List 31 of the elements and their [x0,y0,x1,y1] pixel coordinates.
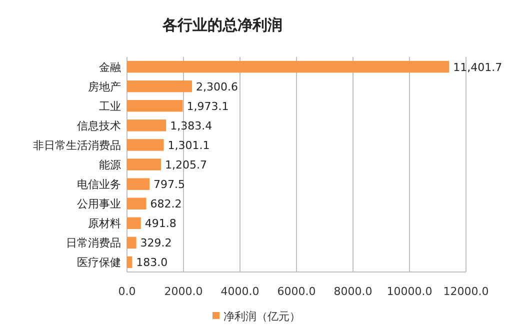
y-tick-label: 能源 [99,158,121,172]
y-tick-label: 工业 [99,100,121,113]
x-tick-label: 10000.0 [386,285,432,298]
text: 1,205.7 [165,158,208,172]
y-tick-label: 日常消费品 [66,236,121,250]
chart-title: 各行业的总净利润 [162,16,282,34]
y-tick-label: 房地产 [88,80,121,94]
text: 183.0 [136,256,168,270]
text: 1,973.1 [186,100,229,113]
y-tick-label: 医疗保健 [77,256,121,270]
text: 1,383.4 [170,119,212,132]
y-tick-label: 非日常生活消费品 [33,138,121,152]
x-tick-label: 4000.0 [220,285,260,298]
y-tick-label: 原材料 [88,217,121,230]
y-tick-label: 信息技术 [77,119,121,132]
text: 11,401.7 [453,60,502,74]
legend: 净利润（亿元） [212,310,300,323]
y-tick-label: 电信业务 [77,178,121,192]
text: 1,301.1 [168,138,210,152]
text: 491.8 [144,217,176,230]
y-tick-label: 金融 [99,60,121,74]
text: 2,300.6 [196,80,238,94]
x-tick-label: 12000.0 [443,285,489,298]
x-tick-label: 2000.0 [164,285,203,298]
x-tick-label: 0.0 [118,285,136,298]
x-tick-label: 6000.0 [277,285,316,298]
y-tick-label: 公用事业 [77,198,121,211]
text: 682.2 [150,198,182,211]
text: 797.5 [154,178,186,192]
x-tick-label: 8000.0 [334,285,372,298]
text: 329.2 [140,236,172,250]
